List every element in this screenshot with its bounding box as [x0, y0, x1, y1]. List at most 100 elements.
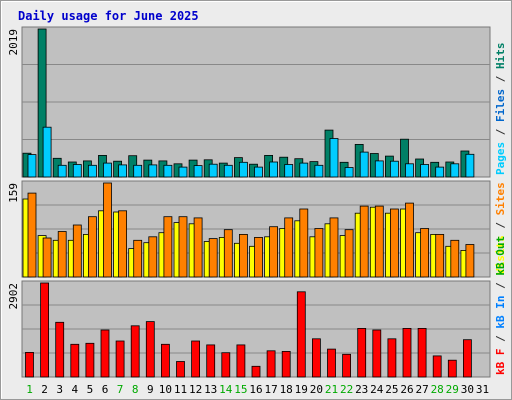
day-label-30: 30 [461, 383, 474, 396]
bar-files-day-9 [148, 164, 158, 178]
bar-files-day-22 [344, 167, 354, 178]
bar-files-day-27 [420, 164, 430, 178]
bar-files-day-18 [284, 164, 294, 178]
bar-kb-f-day-12 [191, 340, 201, 378]
bar-files-day-5 [88, 164, 97, 178]
bar-hits-day-26 [400, 138, 409, 178]
bar-sites-day-29 [450, 239, 460, 278]
bar-kb-f-day-5 [85, 342, 95, 378]
bar-kb-f-day-18 [281, 350, 291, 378]
bar-files-day-21 [329, 138, 339, 178]
bar-sites-day-16 [254, 236, 263, 278]
bar-kb-f-day-26 [402, 327, 412, 378]
bar-files-day-25 [389, 160, 399, 178]
side-legend-part: Visits [494, 235, 507, 275]
bar-files-day-19 [299, 162, 309, 178]
day-label-1: 1 [26, 383, 33, 396]
bar-kb-f-day-24 [372, 329, 382, 378]
bar-kb-f-day-2 [40, 282, 49, 378]
day-label-2: 2 [41, 383, 48, 396]
day-label-5: 5 [87, 383, 94, 396]
side-legend-part: Sites [494, 182, 507, 215]
bar-files-day-26 [405, 163, 414, 178]
bar-kb-f-day-20 [311, 338, 321, 378]
day-label-25: 25 [385, 383, 398, 396]
day-label-29: 29 [446, 383, 459, 396]
bar-files-day-4 [72, 164, 82, 178]
bar-hits-day-2 [37, 28, 47, 178]
bar-files-day-17 [269, 161, 279, 178]
bar-sites-day-24 [374, 205, 384, 278]
bar-files-day-28 [435, 166, 445, 178]
bar-kb-f-day-22 [342, 353, 352, 378]
bar-files-day-2 [42, 126, 52, 178]
bar-kb-f-day-6 [100, 329, 110, 378]
bar-kb-f-day-25 [387, 338, 397, 378]
bar-sites-day-2 [42, 237, 52, 278]
day-label-24: 24 [370, 383, 384, 396]
day-label-28: 28 [431, 383, 444, 396]
day-label-17: 17 [264, 383, 277, 396]
bar-sites-day-21 [329, 217, 339, 278]
bar-kb-f-day-8 [130, 325, 140, 378]
bar-files-day-7 [118, 164, 127, 178]
day-label-14: 14 [219, 383, 233, 396]
max-label-hits-files-pages: 2019 [7, 29, 20, 56]
bar-files-day-3 [57, 164, 67, 178]
day-label-22: 22 [340, 383, 353, 396]
day-label-20: 20 [310, 383, 323, 396]
bar-sites-day-8 [133, 239, 143, 278]
side-legend-part: Hits [494, 43, 507, 70]
bar-files-day-16 [254, 166, 263, 178]
bar-sites-day-12 [193, 217, 203, 278]
day-label-27: 27 [415, 383, 428, 396]
bar-files-day-13 [208, 163, 218, 178]
bar-sites-day-23 [359, 205, 369, 278]
bar-sites-day-11 [178, 216, 188, 278]
bar-kb-f-day-10 [160, 343, 170, 378]
bar-kb-f-day-23 [357, 327, 367, 378]
side-legend-part: kB In [494, 296, 507, 329]
bar-kb-f-day-19 [296, 291, 306, 378]
bar-files-day-14 [223, 164, 233, 178]
bar-kb-f-day-15 [236, 344, 246, 378]
bar-kb-f-day-28 [432, 355, 442, 378]
bar-sites-day-1 [27, 192, 37, 278]
bar-sites-day-26 [405, 202, 414, 278]
bar-files-day-8 [133, 164, 143, 178]
bar-sites-day-28 [435, 233, 445, 278]
day-label-15: 15 [234, 383, 247, 396]
bar-files-day-15 [238, 161, 248, 178]
bar-files-day-10 [163, 164, 173, 178]
bar-sites-day-3 [57, 231, 67, 278]
bar-sites-day-15 [238, 233, 248, 278]
day-label-7: 7 [117, 383, 124, 396]
day-label-6: 6 [102, 383, 109, 396]
side-legend-part: / [494, 276, 507, 296]
bar-kb-f-day-16 [251, 365, 261, 378]
bar-sites-day-5 [88, 216, 97, 278]
bar-kb-f-day-21 [327, 348, 336, 378]
day-label-9: 9 [147, 383, 154, 396]
side-legend-hits-files-pages: Pages / Files / Hits [494, 43, 507, 176]
chart-title: Daily usage for June 2025 [18, 9, 199, 23]
bar-kb-f-day-11 [176, 361, 185, 378]
day-label-31: 31 [476, 383, 489, 396]
day-label-11: 11 [174, 383, 187, 396]
day-label-4: 4 [71, 383, 78, 396]
bar-sites-day-22 [344, 229, 354, 278]
day-label-8: 8 [132, 383, 139, 396]
bar-sites-day-6 [103, 182, 112, 278]
bar-sites-day-27 [420, 228, 430, 278]
side-legend-part: / [494, 69, 507, 89]
side-legend-part: / [494, 215, 507, 235]
bar-files-day-1 [27, 154, 37, 178]
bar-sites-day-30 [465, 244, 475, 278]
bar-kb-f-day-1 [25, 351, 34, 378]
bar-files-day-11 [178, 166, 188, 178]
bar-sites-day-20 [314, 228, 324, 278]
day-label-10: 10 [159, 383, 172, 396]
max-label-kbytes: 2902 [7, 283, 20, 310]
day-label-16: 16 [249, 383, 262, 396]
